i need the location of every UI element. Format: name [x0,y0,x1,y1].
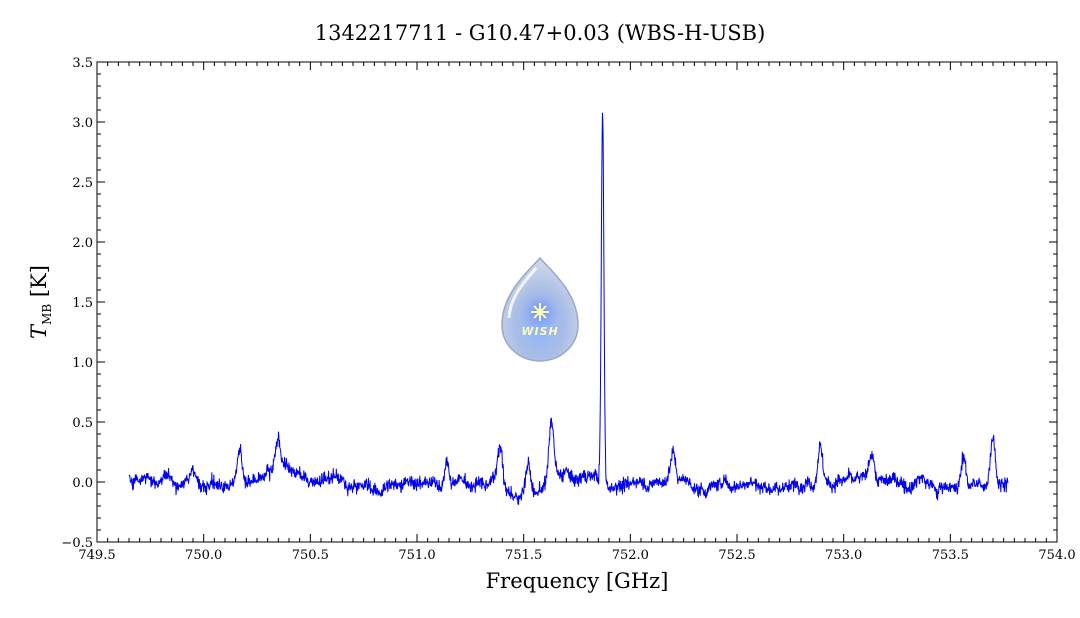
y-tick-label: 1.0 [72,356,93,371]
y-tick-label: 1.5 [72,296,93,311]
y-tick-label: 3.0 [72,116,93,131]
x-tick-label: 752.5 [718,548,755,563]
y-tick-label: 0.5 [72,416,93,431]
y-tick-label: 3.5 [72,56,93,71]
y-tick-label: 0.0 [72,476,93,491]
x-tick-label: 751.5 [505,548,542,563]
x-tick-label: 754.0 [1038,548,1075,563]
y-tick-label: 2.0 [72,236,93,251]
x-axis-label: Frequency [GHz] [486,569,669,593]
x-tick-label: 750.0 [185,548,222,563]
svg-text:TMB [K]: TMB [K] [27,265,54,339]
axis-ticks [96,61,1058,543]
y-tick-label: −0.5 [61,536,93,551]
tick-labels: 749.5 750.0 750.5 751.0 751.5 752.0 752.5 753.0… [61,56,1075,563]
plot-frame [96,61,1058,543]
y-axis-label: TMB [K] [27,265,54,339]
wish-logo: WISH [501,256,579,362]
x-tick-label: 750.5 [292,548,329,563]
spectrum-line [128,112,1009,505]
svg-text:WISH: WISH [521,325,558,338]
chart-title: 1342217711 - G10.47+0.03 (WBS-H-USB) [315,21,766,45]
x-tick-label: 753.0 [825,548,862,563]
x-tick-label: 752.0 [612,548,649,563]
x-tick-label: 753.5 [932,548,969,563]
x-tick-label: 749.5 [78,548,115,563]
x-tick-label: 751.0 [398,548,435,563]
y-tick-label: 2.5 [72,176,93,191]
